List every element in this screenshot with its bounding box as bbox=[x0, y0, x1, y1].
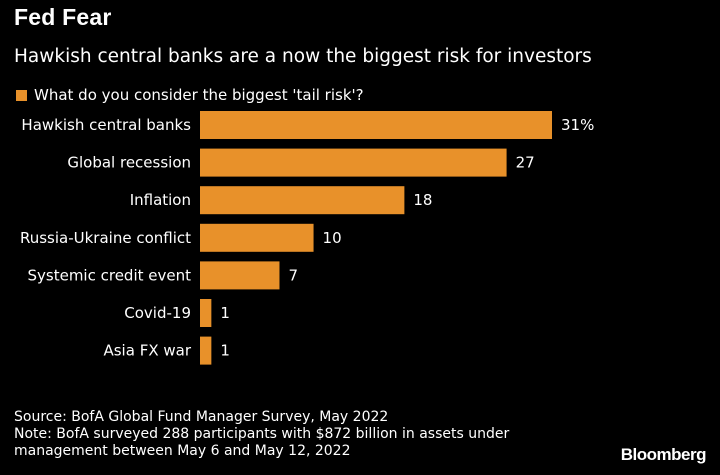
category-label: Asia FX war bbox=[103, 342, 191, 360]
category-label: Covid-19 bbox=[124, 304, 191, 322]
legend-swatch bbox=[16, 89, 27, 101]
source-note: Source: BofA Global Fund Manager Survey,… bbox=[14, 409, 509, 460]
category-label: Systemic credit event bbox=[28, 266, 192, 284]
note-line-2: management between May 6 and May 12, 202… bbox=[14, 443, 351, 459]
bloomberg-logo: Bloomberg bbox=[620, 445, 707, 464]
value-label: 1 bbox=[220, 304, 230, 322]
value-label: 10 bbox=[323, 229, 342, 247]
legend-label: What do you consider the biggest 'tail r… bbox=[34, 86, 364, 104]
category-label: Inflation bbox=[130, 191, 191, 209]
chart-legend: What do you consider the biggest 'tail r… bbox=[16, 86, 364, 104]
category-label: Global recession bbox=[67, 154, 191, 172]
value-label: 18 bbox=[413, 191, 432, 209]
chart-subtitle: Hawkish central banks are a now the bigg… bbox=[14, 46, 592, 67]
category-label: Hawkish central banks bbox=[21, 116, 191, 134]
note-line-1: Note: BofA surveyed 288 participants wit… bbox=[14, 426, 510, 442]
bar bbox=[200, 336, 212, 365]
value-label: 7 bbox=[288, 266, 298, 284]
bar bbox=[200, 186, 405, 215]
bar bbox=[200, 111, 552, 139]
category-label: Russia-Ukraine conflict bbox=[20, 229, 191, 247]
bar bbox=[200, 223, 314, 252]
source-line: Source: BofA Global Fund Manager Survey,… bbox=[14, 409, 389, 425]
bar bbox=[200, 261, 280, 290]
bar-chart: Hawkish central banks 31% Global recession… bbox=[20, 111, 594, 365]
bar bbox=[200, 148, 507, 177]
value-label: 27 bbox=[516, 154, 535, 172]
value-label: 1 bbox=[220, 342, 230, 360]
chart-title: Fed Fear bbox=[14, 4, 112, 30]
bar bbox=[200, 299, 212, 327]
value-label: 31% bbox=[561, 116, 594, 134]
